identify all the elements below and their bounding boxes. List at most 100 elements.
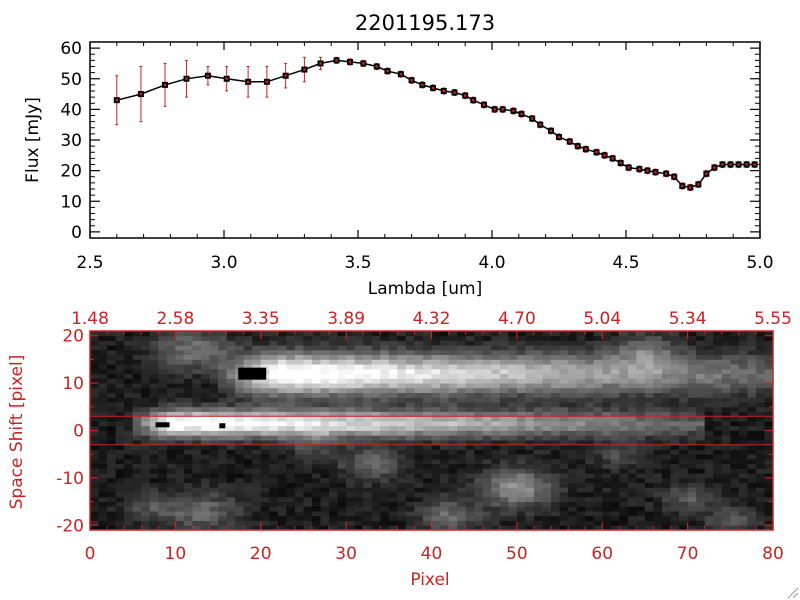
image-pixel — [653, 364, 663, 370]
resize-grip-icon[interactable] — [787, 587, 799, 599]
image-pixel — [405, 492, 415, 498]
image-pixel — [636, 520, 646, 526]
image-pixel — [619, 373, 629, 379]
image-pixel — [627, 511, 637, 517]
image-pixel — [337, 354, 347, 360]
image-pixel — [337, 477, 347, 484]
image-pixel — [311, 425, 321, 431]
image-pixel — [516, 439, 526, 446]
image-pixel — [209, 378, 219, 384]
image-pixel — [721, 444, 731, 450]
image-pixel — [311, 364, 321, 370]
image-pixel — [294, 349, 304, 356]
image-pixel — [440, 449, 449, 455]
image-pixel — [192, 331, 202, 337]
image-pixel — [166, 359, 176, 365]
image-pixel — [397, 492, 407, 498]
image-pixel — [721, 515, 731, 521]
image-pixel — [414, 458, 424, 465]
image-pixel — [644, 473, 654, 479]
image-pixel — [721, 392, 731, 398]
image-pixel — [226, 435, 236, 441]
image-pixel — [721, 387, 731, 393]
image-pixel — [405, 383, 415, 389]
image-pixel — [269, 383, 279, 389]
image-pixel — [260, 402, 270, 408]
image-pixel — [90, 473, 99, 479]
image-pixel — [405, 496, 415, 502]
image-pixel — [713, 392, 723, 398]
image-pixel — [465, 383, 475, 389]
image-pixel — [448, 349, 458, 356]
image-pixel — [457, 468, 467, 474]
image-pixel — [431, 416, 441, 422]
image-pixel — [363, 345, 373, 351]
image-pixel — [525, 359, 535, 365]
image-pixel — [764, 458, 774, 465]
image-pixel — [90, 482, 99, 488]
image-pixel — [166, 406, 176, 412]
image-pixel — [311, 349, 321, 356]
image-pixel — [346, 392, 356, 398]
image-pixel — [252, 331, 262, 337]
image-pixel — [568, 331, 578, 337]
image-pixel — [508, 468, 518, 474]
image-pixel — [670, 430, 680, 436]
image-pixel — [662, 492, 671, 498]
image-pixel — [243, 335, 253, 341]
image-pixel — [329, 402, 338, 408]
image-pixel — [653, 435, 663, 441]
image-pixel — [559, 506, 569, 512]
image-pixel — [388, 477, 398, 484]
image-pixel — [644, 511, 654, 517]
image-pixel — [516, 458, 526, 465]
image-pixel — [474, 482, 484, 488]
image-pixel — [593, 345, 603, 351]
image-pixel — [747, 487, 757, 493]
image-pixel — [414, 482, 424, 488]
image-pixel — [226, 383, 236, 389]
image-pixel — [414, 421, 424, 427]
image-pixel — [371, 525, 381, 531]
image-pixel — [371, 335, 381, 341]
image-pixel — [491, 511, 501, 517]
image-pixel — [474, 492, 484, 498]
image-pixel — [551, 492, 560, 498]
image-pixel — [440, 406, 449, 412]
image-pixel — [474, 354, 484, 360]
image-pixel — [516, 359, 526, 365]
image-pixel — [158, 335, 168, 341]
image-pixel — [320, 430, 330, 436]
image-pixel — [551, 406, 560, 412]
image-pixel — [474, 378, 484, 384]
image-pixel — [619, 473, 629, 479]
image-pixel — [610, 458, 620, 465]
image-pixel — [303, 439, 313, 446]
image-pixel — [107, 383, 117, 389]
image-pixel — [371, 392, 381, 398]
image-pixel — [98, 387, 108, 393]
image-pixel — [576, 383, 586, 389]
data-point-core — [603, 154, 606, 157]
image-pixel — [175, 368, 185, 375]
image-pixel — [508, 387, 518, 393]
image-pixel — [636, 473, 646, 479]
image-pixel — [687, 425, 697, 431]
image-pixel — [209, 340, 219, 346]
image-pixel — [568, 520, 578, 526]
image-pixel — [448, 496, 458, 502]
image-pixel — [235, 359, 245, 365]
image-pixel — [422, 449, 432, 455]
image-pixel — [346, 496, 356, 502]
image-pixel — [747, 506, 757, 512]
image-pixel — [294, 492, 304, 498]
image-pixel — [124, 506, 134, 512]
image-pixel — [636, 439, 646, 446]
image-pixel — [337, 425, 347, 431]
image-pixel — [499, 425, 509, 431]
image-pixel — [269, 463, 279, 469]
image-pixel — [363, 378, 373, 384]
image-pixel — [764, 378, 774, 384]
image-pixel — [721, 511, 731, 517]
image-pixel — [277, 487, 287, 493]
